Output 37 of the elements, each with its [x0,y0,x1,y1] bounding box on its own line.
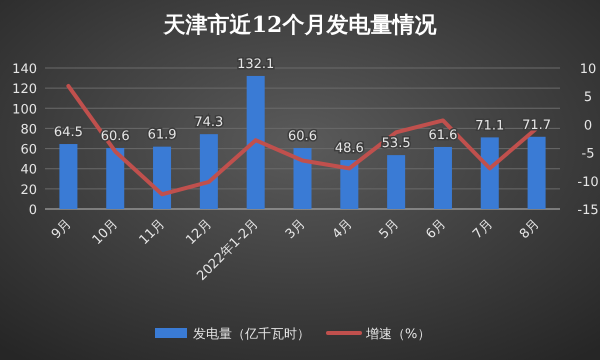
x-tick-label: 12月 [183,216,215,248]
x-tick-label: 6月 [423,216,449,242]
y-tick-label: 60 [20,142,37,158]
chart-title: 天津市近12个月发电量情况 [162,12,438,38]
x-tick-label: 8月 [516,216,543,242]
y-tick-label: 0 [28,203,37,218]
x-tick-label: 7月 [470,216,496,242]
data-label: 61.6 [428,128,458,143]
data-label: 60.6 [288,128,317,144]
data-label: 74.3 [194,115,224,130]
x-tick-label: 3月 [282,216,309,242]
x-tick-label: 11月 [136,216,168,248]
data-label: 71.1 [475,118,504,134]
x-tick-label: 5月 [376,216,402,242]
data-label: 132.1 [237,56,274,72]
legend-label: 发电量（亿千瓦时） [193,327,310,342]
y2-tick-label: -5 [582,146,594,162]
y-tick-label: 80 [20,122,37,138]
legend-label: 增速（%） [365,327,430,342]
y2-tick-label: -15 [577,203,599,218]
data-label: 53.5 [382,136,411,152]
data-label: 48.6 [334,141,364,156]
y-tick-label: 40 [20,162,37,178]
data-label: 64.5 [54,125,83,140]
y-tick-label: 120 [12,82,37,98]
y-tick-label: 100 [12,102,37,118]
y2-tick-label: -10 [577,174,599,190]
data-label: 61.9 [148,128,177,143]
x-tick-label: 10月 [90,216,122,248]
x-tick-label: 9月 [48,216,74,242]
y2-tick-label: 10 [580,62,596,77]
y2-tick-label: 0 [584,118,592,134]
y-tick-label: 20 [20,182,37,198]
y-tick-label: 140 [12,62,37,77]
y2-tick-label: 5 [584,90,592,106]
data-label: 71.7 [522,118,552,133]
x-tick-label: 4月 [330,216,356,242]
